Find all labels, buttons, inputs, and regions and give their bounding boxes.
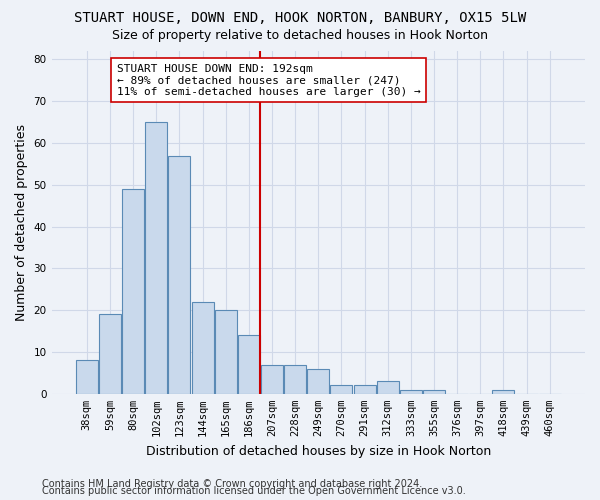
Bar xyxy=(423,390,445,394)
Bar xyxy=(377,382,399,394)
Bar xyxy=(331,386,352,394)
Bar xyxy=(99,314,121,394)
Bar xyxy=(215,310,236,394)
Bar xyxy=(169,156,190,394)
Text: Contains HM Land Registry data © Crown copyright and database right 2024.: Contains HM Land Registry data © Crown c… xyxy=(42,479,422,489)
Text: STUART HOUSE, DOWN END, HOOK NORTON, BANBURY, OX15 5LW: STUART HOUSE, DOWN END, HOOK NORTON, BAN… xyxy=(74,12,526,26)
Bar xyxy=(400,390,422,394)
Bar xyxy=(238,336,260,394)
Bar xyxy=(76,360,98,394)
Bar xyxy=(284,364,306,394)
Bar xyxy=(353,386,376,394)
Y-axis label: Number of detached properties: Number of detached properties xyxy=(15,124,28,321)
Text: Contains public sector information licensed under the Open Government Licence v3: Contains public sector information licen… xyxy=(42,486,466,496)
Text: Size of property relative to detached houses in Hook Norton: Size of property relative to detached ho… xyxy=(112,28,488,42)
Text: STUART HOUSE DOWN END: 192sqm
← 89% of detached houses are smaller (247)
11% of : STUART HOUSE DOWN END: 192sqm ← 89% of d… xyxy=(117,64,421,96)
Bar xyxy=(191,302,214,394)
Bar xyxy=(122,189,144,394)
Bar xyxy=(261,364,283,394)
Bar xyxy=(493,390,514,394)
X-axis label: Distribution of detached houses by size in Hook Norton: Distribution of detached houses by size … xyxy=(146,444,491,458)
Bar xyxy=(307,368,329,394)
Bar xyxy=(145,122,167,394)
